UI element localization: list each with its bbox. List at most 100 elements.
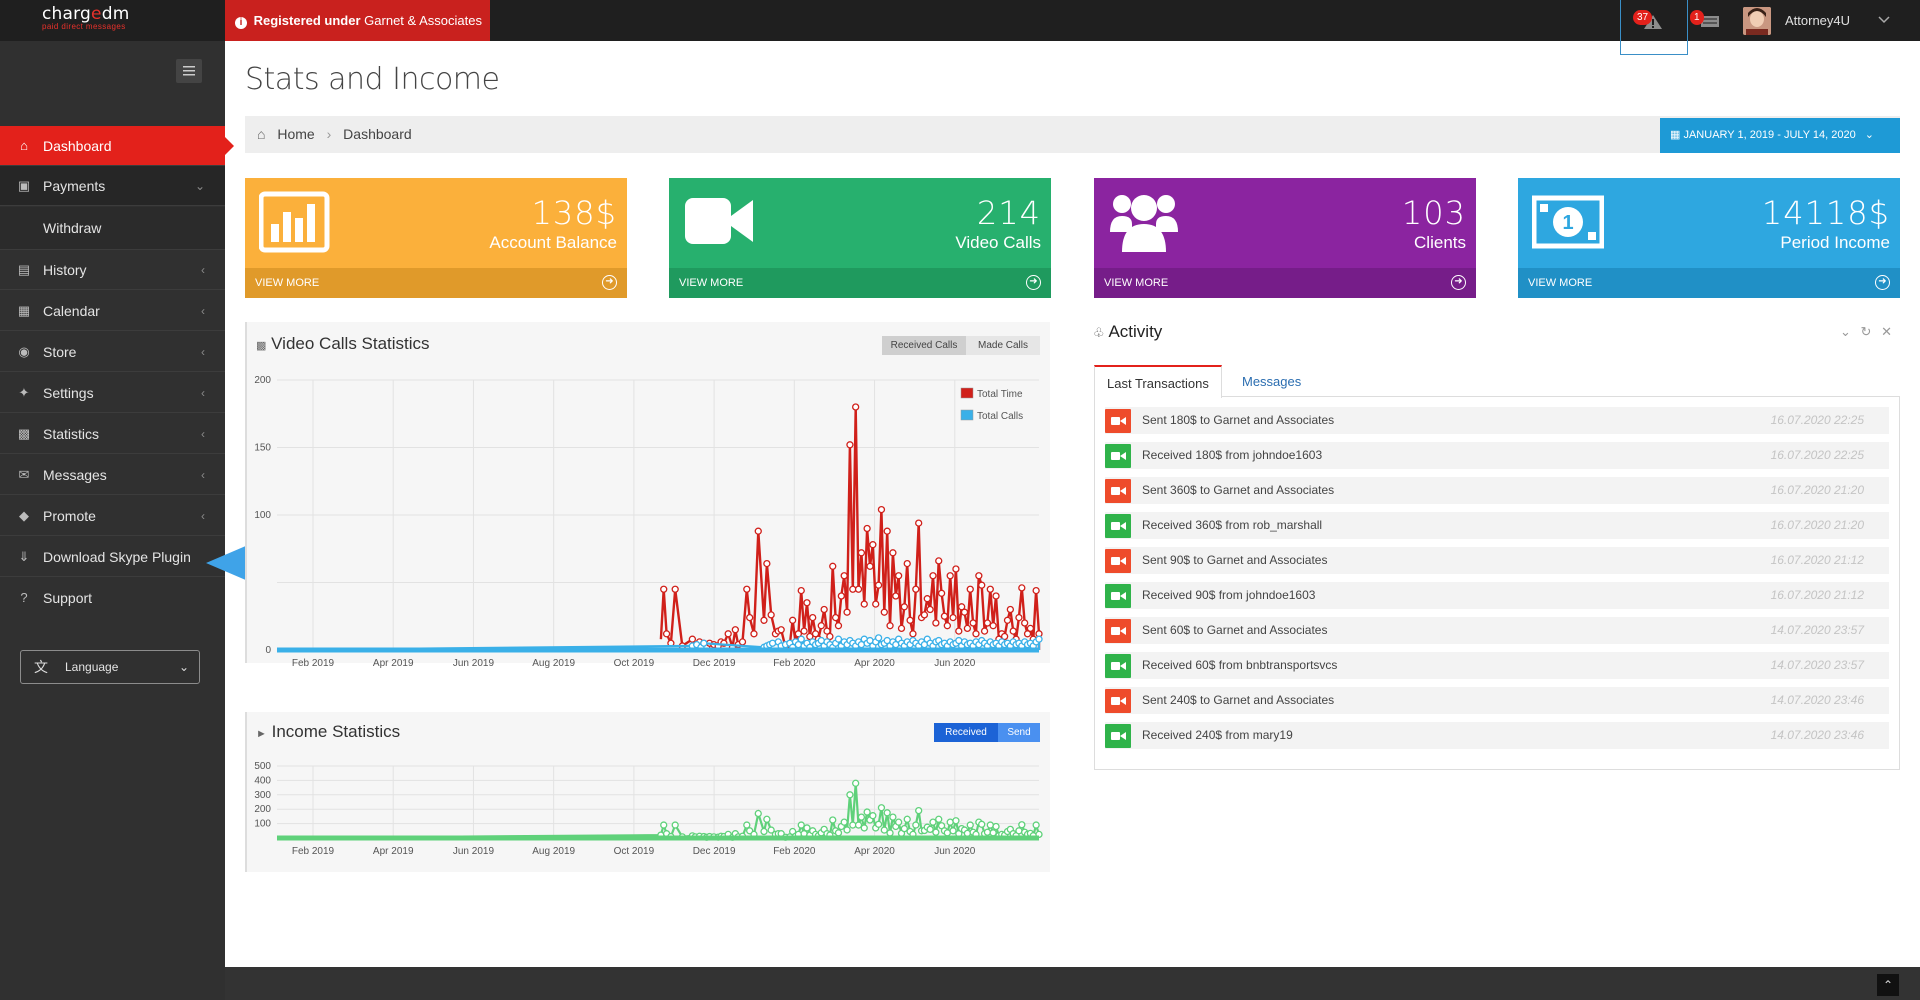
sidebar-item-history[interactable]: ▤ History ‹	[0, 250, 225, 290]
data-point	[671, 821, 679, 829]
data-point	[980, 627, 989, 635]
view-more-link[interactable]: VIEW MORE ➜	[1094, 268, 1476, 298]
date-range-picker[interactable]: ▦ JANUARY 1, 2019 - JULY 14, 2020 ⌄	[1660, 118, 1900, 153]
close-icon[interactable]: ✕	[1881, 324, 1892, 339]
data-point	[886, 622, 894, 630]
x-tick-label: Jun 2019	[453, 846, 495, 857]
data-point	[952, 817, 960, 825]
list-item[interactable]: Received 60$ from bnbtransportsvcs 14.07.…	[1105, 652, 1889, 679]
transaction-time: 16.07.2020 22:25	[1770, 413, 1864, 427]
transaction-text: Received 180$ from johndoe1603	[1142, 448, 1323, 462]
arrow-right-icon: ➜	[1875, 275, 1890, 290]
sidebar-item-promote[interactable]: ◆ Promote ‹	[0, 496, 225, 536]
transaction-time: 16.07.2020 21:12	[1770, 588, 1864, 602]
alerts-button[interactable]: 37	[1620, 0, 1688, 55]
data-point	[986, 585, 994, 593]
breadcrumb-home[interactable]: Home	[277, 126, 315, 142]
refresh-icon[interactable]: ↻	[1860, 324, 1872, 339]
list-item[interactable]: Received 180$ from johndoe1603 16.07.2020…	[1105, 442, 1889, 469]
scroll-to-top-button[interactable]: ⌃	[1877, 974, 1899, 996]
x-tick-label: Oct 2019	[614, 846, 655, 857]
chevron-up-icon: ⌃	[1882, 978, 1894, 992]
menu-toggle-button[interactable]	[176, 59, 202, 83]
data-point	[860, 824, 868, 832]
data-point	[763, 559, 771, 568]
data-point	[1018, 821, 1026, 829]
data-point	[688, 635, 697, 643]
data-point	[834, 635, 843, 643]
data-point	[724, 630, 732, 638]
sidebar-item-label: Statistics	[43, 426, 100, 442]
data-point	[920, 611, 929, 619]
tab-last-transactions[interactable]: Last Transactions	[1094, 365, 1222, 398]
toggle-received[interactable]: Received	[934, 723, 998, 742]
data-point	[929, 818, 937, 826]
list-item[interactable]: Sent 240$ to Garnet and Associates 14.07.…	[1105, 687, 1889, 714]
list-item[interactable]: Received 240$ from mary19 14.07.2020 23:4…	[1105, 722, 1889, 749]
view-more-link[interactable]: VIEW MORE ➜	[245, 268, 627, 298]
video-camera-icon	[1105, 689, 1131, 713]
registered-banner: i Registered under Garnet & Associates	[225, 0, 490, 41]
toggle-received-calls[interactable]: Received Calls	[882, 336, 966, 355]
language-select[interactable]: 文 Language ⌄	[20, 650, 200, 684]
data-point	[874, 634, 883, 642]
data-point	[869, 541, 877, 549]
data-point	[843, 608, 851, 616]
data-point	[900, 824, 909, 833]
arrow-right-icon: ➜	[1451, 275, 1466, 290]
sidebar-item-messages[interactable]: ✉ Messages ‹	[0, 455, 225, 495]
sidebar-item-calendar[interactable]: ▦ Calendar ‹	[0, 291, 225, 331]
app-logo[interactable]: chargedm paid direct messages	[42, 4, 152, 36]
chevron-left-icon: ‹	[201, 468, 205, 482]
data-point	[874, 581, 883, 589]
calendar-icon: ▦	[1670, 129, 1681, 141]
sidebar-item-statistics[interactable]: ▩ Statistics ‹	[0, 414, 225, 454]
data-point	[754, 527, 762, 535]
data-point	[823, 627, 831, 635]
sidebar-item-download-skype-plugin[interactable]: ⇓ Download Skype Plugin	[0, 537, 225, 577]
avatar[interactable]	[1743, 7, 1771, 35]
view-more-link[interactable]: VIEW MORE ➜	[1518, 268, 1900, 298]
list-item[interactable]: Sent 180$ to Garnet and Associates 16.07.…	[1105, 407, 1889, 434]
sidebar-item-settings[interactable]: ✦ Settings ‹	[0, 373, 225, 413]
data-point	[886, 829, 894, 837]
sidebar-item-payments[interactable]: ▣ Payments ⌄	[0, 166, 225, 206]
tile-value: 103	[1401, 194, 1466, 232]
view-more-link[interactable]: VIEW MORE ➜	[669, 268, 1051, 298]
tab-messages[interactable]: Messages	[1242, 374, 1302, 389]
user-name[interactable]: Attorney4U	[1785, 13, 1851, 28]
data-point	[788, 616, 797, 624]
dollar-bill-icon: 1	[1532, 195, 1604, 249]
list-item[interactable]: Received 90$ from johndoe1603 16.07.2020 …	[1105, 582, 1889, 609]
wrench-icon: ✦	[18, 385, 30, 400]
sidebar-item-store[interactable]: ◉ Store ‹	[0, 332, 225, 372]
tile-label: Period Income	[1780, 233, 1890, 252]
data-point	[760, 616, 768, 624]
y-tick-label: 100	[254, 819, 271, 830]
arrow-right-icon: ➜	[1026, 275, 1041, 290]
date-range-label: JANUARY 1, 2019 - JULY 14, 2020	[1683, 129, 1856, 141]
list-item[interactable]: Sent 60$ to Garnet and Associates 14.07.2…	[1105, 617, 1889, 644]
data-point	[880, 608, 888, 616]
legend-label: Total Time	[977, 389, 1023, 400]
toggle-send[interactable]: Send	[998, 723, 1040, 742]
messages-button[interactable]: 1	[1688, 0, 1728, 41]
list-item[interactable]: Sent 360$ to Garnet and Associates 16.07.…	[1105, 477, 1889, 504]
activity-tabs: Last Transactions Messages	[1094, 365, 1900, 398]
chevron-down-icon: ⌄	[1864, 129, 1874, 141]
list-item[interactable]: Sent 90$ to Garnet and Associates 16.07.2…	[1105, 547, 1889, 574]
chevron-down-icon[interactable]	[1878, 16, 1890, 24]
list-item[interactable]: Received 360$ from rob_marshall 16.07.202…	[1105, 512, 1889, 539]
footer-bar	[225, 967, 1920, 1000]
collapse-icon[interactable]: ⌄	[1840, 324, 1851, 339]
transaction-text: Sent 90$ to Garnet and Associates	[1142, 553, 1328, 567]
sidebar-item-withdraw[interactable]: Withdraw	[0, 207, 225, 250]
toggle-made-calls[interactable]: Made Calls	[966, 336, 1040, 355]
transaction-time: 14.07.2020 23:57	[1770, 658, 1864, 672]
data-point	[872, 600, 880, 608]
sidebar-item-dashboard[interactable]: ⌂ Dashboard	[0, 126, 234, 166]
tile-value: 14118$	[1761, 194, 1890, 232]
sidebar-item-support[interactable]: ? Support	[0, 578, 225, 618]
data-point	[940, 612, 949, 620]
data-point	[1018, 584, 1026, 592]
